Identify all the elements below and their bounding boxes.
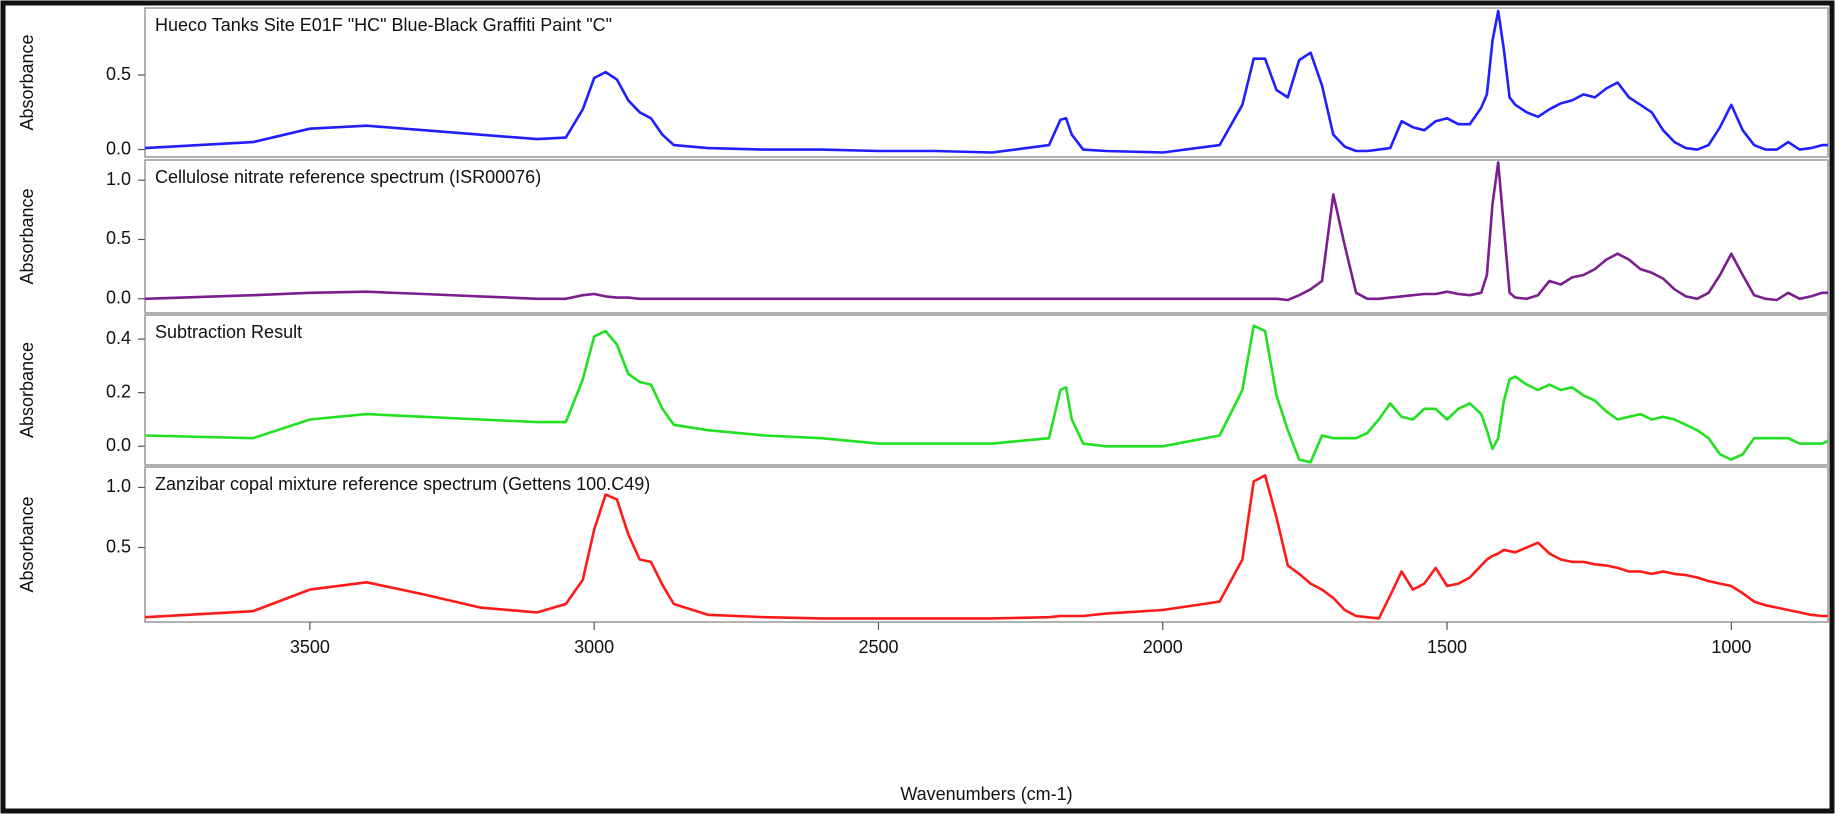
x-tick-label: 3000	[574, 637, 614, 657]
y-axis-label: Absorbance	[17, 342, 37, 438]
spectrum-line	[144, 324, 1829, 464]
panel-border	[144, 314, 1829, 466]
y-tick-label: 0.5	[106, 228, 131, 248]
panel-title: Subtraction Result	[155, 322, 302, 342]
y-tick-label: 0.2	[106, 381, 131, 401]
x-tick-label: 2500	[858, 637, 898, 657]
panel-border	[144, 159, 1829, 314]
panel-title: Cellulose nitrate reference spectrum (IS…	[155, 167, 541, 187]
panel-title: Hueco Tanks Site E01F "HC" Blue-Black Gr…	[155, 15, 612, 35]
panel-title: Zanzibar copal mixture reference spectru…	[155, 474, 650, 494]
spectrum-line	[144, 9, 1828, 154]
y-tick-label: 0.5	[106, 64, 131, 84]
y-tick-label: 0.4	[106, 328, 131, 348]
y-axis-label: Absorbance	[17, 34, 37, 130]
y-tick-label: 0.5	[106, 536, 131, 556]
y-tick-label: 0.0	[106, 288, 131, 308]
x-tick-label: 1000	[1711, 637, 1751, 657]
y-tick-label: 1.0	[106, 476, 131, 496]
y-tick-label: 1.0	[106, 169, 131, 189]
y-tick-label: 0.0	[106, 138, 131, 158]
spectrum-line	[144, 161, 1828, 302]
y-tick-label: 0.0	[106, 435, 131, 455]
x-tick-label: 2000	[1143, 637, 1183, 657]
spectrum-line	[144, 474, 1828, 620]
x-tick-label: 3500	[290, 637, 330, 657]
y-axis-label: Absorbance	[17, 496, 37, 592]
panel-border	[144, 466, 1829, 623]
x-axis-label: Wavenumbers (cm-1)	[900, 784, 1072, 804]
y-axis-label: Absorbance	[17, 188, 37, 284]
panel-border	[144, 7, 1829, 158]
x-tick-label: 1500	[1427, 637, 1467, 657]
